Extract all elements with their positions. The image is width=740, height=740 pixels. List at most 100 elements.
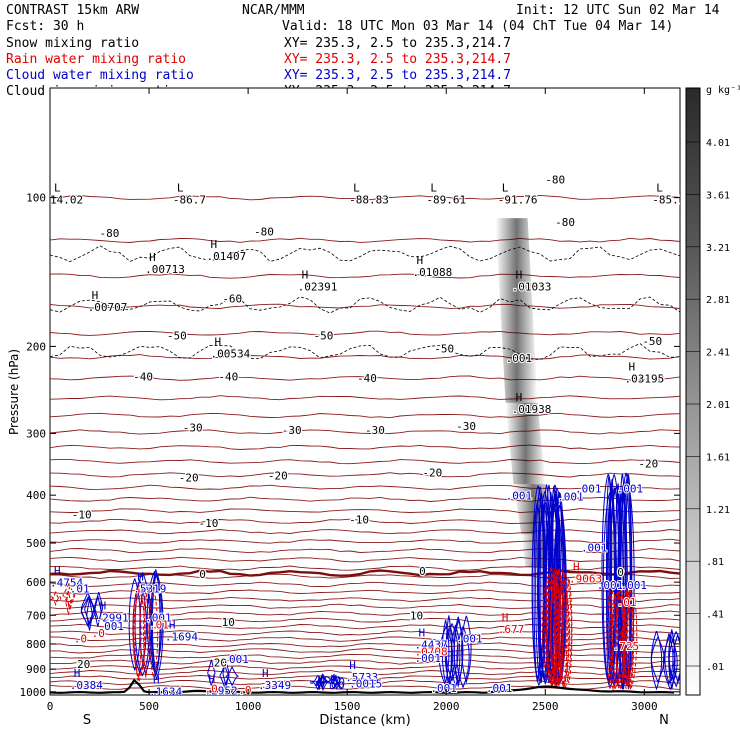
end-point-label: N [659,713,669,728]
extremum-marker: H [149,251,156,264]
contour-value-label: .001 [617,482,644,495]
isotherm-label: -50 [434,343,454,356]
y-tick-label: 300 [26,427,46,440]
contour-value-label: .01 [617,596,637,609]
isotherm-line [50,565,680,571]
extremum-value: .5733 [345,671,378,684]
isotherm-line [50,556,680,563]
extremum-marker: H [573,561,580,574]
y-tick-label: 600 [26,576,46,589]
extremum-value: .725 [613,640,640,653]
valid-time: Valid: 18 UTC Mon 03 Mar 14 (04 ChT Tue … [282,19,673,34]
extremum-marker: H [617,628,624,641]
colorbar-tick-label: 3.21 [706,243,730,254]
isotherm-line [50,610,680,616]
extremum-marker: H [419,627,426,640]
field-cross-section: XY= 235.3, 2.5 to 235.3,214.7 [284,68,511,83]
cloud-water-contour [545,484,553,684]
isotherm-label: 10 [222,616,235,629]
extremum-marker: H [502,611,509,624]
rain-water-contour [62,583,76,608]
cloud-water-contour [450,624,461,689]
extremum-value: .03195 [625,372,665,385]
isotherm-line [50,630,680,636]
isotherm-line [50,675,680,681]
cloud-water-contour [668,629,676,690]
extremum-value: .4437 [415,639,448,652]
isotherm-line [50,589,680,595]
colorbar-tick-label: .81 [706,557,724,568]
contour-value-label: .0708 [415,646,448,659]
extremum-value: .00707 [88,301,128,314]
x-tick-label: 3000 [631,700,658,713]
organization: NCAR/MMM [242,3,305,18]
colorbar-tick-label: 4.01 [706,138,730,149]
snow-plume-segment [495,218,538,403]
cloud-water-contour [668,631,680,688]
extremum-value: -91.76 [498,194,538,207]
cloud-water-contour [672,634,680,683]
cloud-water-contour [617,492,628,690]
extremum-value: .1634 [149,686,182,699]
colorbar-tick-label: 1.61 [706,452,730,463]
extremum-marker: H [214,336,221,349]
extremum-marker: H [516,269,523,282]
cloud-water-contour [225,666,239,687]
rain-water-contour [148,588,159,680]
isotherm-line [50,508,680,514]
cloud-water-contour [445,623,459,682]
cloud-water-contour [650,636,665,684]
extremum-value: .01938 [512,403,552,416]
y-tick-label: 500 [26,537,46,550]
rain-water-contour [614,589,627,688]
cloud-water-contour [84,595,95,626]
contour-value-label: .001 [506,489,533,502]
cloud-water-contour [533,502,542,682]
colorbar-tick-label: 2.01 [706,400,730,411]
isotherm-label: -80 [545,174,565,187]
x-tick-label: 500 [139,700,159,713]
y-axis-label: Pressure (hPa) [7,349,21,435]
rain-water-contour [134,587,142,681]
isotherm-line [50,429,680,435]
terrain-line [50,678,675,694]
extremum-marker: L [502,182,509,195]
isotherm-line [50,642,680,648]
extremum-marker: H [209,673,216,686]
isotherm-label: -80 [254,225,274,238]
isotherm-line [50,458,680,465]
cloud-water-contour [456,626,470,689]
extremum-value: .00713 [145,263,185,276]
rain-water-contour [554,568,564,689]
cloud-water-contour [445,615,452,688]
extremum-marker: H [262,667,269,680]
model-name: CONTRAST 15km ARW [6,3,139,18]
extremum-marker: H [211,238,218,251]
extremum-marker: H [92,289,99,302]
extremum-marker: H [629,360,636,373]
isotherm-line [50,636,680,642]
isotherm-line [50,375,680,381]
isotherm-label: -40 [357,372,377,385]
extremum-marker: H [54,564,61,577]
contour-value-label: .001 [456,633,483,646]
cloud-water-contour [329,681,344,690]
isotherm-label: -40 [644,372,664,385]
cloud-water-contour [461,615,472,684]
rain-water-contour [546,574,562,685]
colorbar: g kg⁻¹ 4.01 3.61 3.21 2.81 2.41 2.01 1.61 1.21.… [685,85,740,696]
extremum-marker: H [302,269,309,282]
extremum-marker: H [169,618,176,631]
field-name: Snow mixing ratio [6,36,139,51]
isotherm-label: -80 [99,227,119,240]
contour-value-label: .001 [581,541,608,554]
isotherm-label: -30 [282,424,302,437]
rain-water-contour [611,591,626,689]
extremum-value: -86.7 [173,194,206,207]
rain-water-contour [550,568,560,688]
x-tick-label: 1000 [235,700,262,713]
cloud-water-contour [94,591,104,624]
cloud-water-contour [535,486,546,685]
colorbar-unit: g kg⁻¹ [706,85,740,96]
cloud-water-contour [601,473,616,683]
